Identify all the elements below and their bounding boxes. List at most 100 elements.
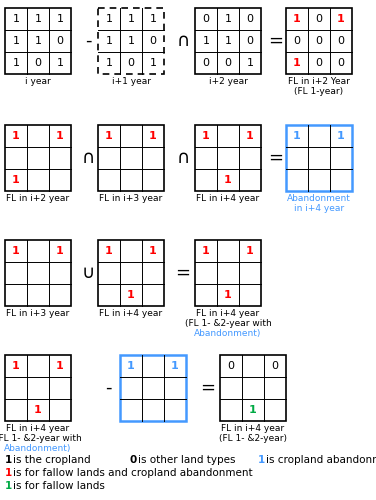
Text: Abandonment): Abandonment) xyxy=(194,329,262,338)
Text: FL in i+4 year: FL in i+4 year xyxy=(196,194,259,203)
Text: 1: 1 xyxy=(202,246,210,256)
Text: 0: 0 xyxy=(247,36,253,46)
Bar xyxy=(98,8,164,74)
Text: 0: 0 xyxy=(338,36,344,46)
Text: FL in i+4 year: FL in i+4 year xyxy=(196,309,259,318)
Text: 0: 0 xyxy=(127,58,135,68)
Text: FL in i+4 year: FL in i+4 year xyxy=(221,424,285,433)
Text: 1: 1 xyxy=(293,131,301,141)
Text: Abandonment: Abandonment xyxy=(287,194,351,203)
Text: =: = xyxy=(268,149,284,167)
Text: 1: 1 xyxy=(12,175,20,185)
Text: 0: 0 xyxy=(150,36,156,46)
Text: 1: 1 xyxy=(127,14,135,24)
Text: 1: 1 xyxy=(293,58,301,68)
Text: 1: 1 xyxy=(127,361,135,371)
Text: 1: 1 xyxy=(249,405,257,415)
Text: 1: 1 xyxy=(12,58,20,68)
Text: ∩: ∩ xyxy=(176,149,190,167)
Text: 1: 1 xyxy=(106,58,112,68)
Text: 1: 1 xyxy=(258,455,265,465)
Text: FL in i+4 year: FL in i+4 year xyxy=(6,424,70,433)
Bar xyxy=(5,125,71,191)
Text: 1: 1 xyxy=(150,14,156,24)
Text: i+2 year: i+2 year xyxy=(209,77,247,86)
Text: 1: 1 xyxy=(106,36,112,46)
Text: =: = xyxy=(200,379,215,397)
Text: is cropland abandonment: is cropland abandonment xyxy=(266,455,376,465)
Text: 1: 1 xyxy=(12,361,20,371)
Text: 1: 1 xyxy=(127,290,135,300)
Text: -: - xyxy=(105,379,111,397)
Text: 0: 0 xyxy=(315,14,323,24)
Text: i year: i year xyxy=(25,77,51,86)
Text: =: = xyxy=(268,32,284,50)
Text: Abandonment): Abandonment) xyxy=(4,444,72,453)
Text: 1: 1 xyxy=(202,131,210,141)
Text: 1: 1 xyxy=(293,14,301,24)
Text: 1: 1 xyxy=(224,14,232,24)
Text: 1: 1 xyxy=(5,481,12,491)
Text: 1: 1 xyxy=(56,246,64,256)
Text: 0: 0 xyxy=(315,36,323,46)
Bar xyxy=(98,125,164,191)
Text: 1: 1 xyxy=(105,246,113,256)
Text: (FL 1- &2-year): (FL 1- &2-year) xyxy=(219,434,287,443)
Text: FL in i+4 year: FL in i+4 year xyxy=(99,309,162,318)
Text: 1: 1 xyxy=(150,58,156,68)
Text: 0: 0 xyxy=(247,14,253,24)
Text: 1: 1 xyxy=(56,131,64,141)
Text: 0: 0 xyxy=(56,36,64,46)
Text: 1: 1 xyxy=(224,175,232,185)
Text: ∪: ∪ xyxy=(82,264,94,282)
Bar xyxy=(195,240,261,306)
Text: ∩: ∩ xyxy=(82,149,94,167)
Text: 1: 1 xyxy=(34,405,42,415)
Text: 1: 1 xyxy=(337,14,345,24)
Text: 1: 1 xyxy=(12,14,20,24)
Text: 1: 1 xyxy=(5,468,12,478)
Text: FL in i+2 Year: FL in i+2 Year xyxy=(288,77,350,86)
Text: -: - xyxy=(85,32,91,50)
Text: is the cropland: is the cropland xyxy=(13,455,91,465)
Text: 0: 0 xyxy=(203,14,209,24)
Text: 0: 0 xyxy=(203,58,209,68)
Text: (FL 1-year): (FL 1-year) xyxy=(294,87,344,96)
Text: 1: 1 xyxy=(56,361,64,371)
Bar xyxy=(5,8,71,74)
Text: i+1 year: i+1 year xyxy=(112,77,150,86)
Text: ∩: ∩ xyxy=(176,32,190,50)
Text: 1: 1 xyxy=(337,131,345,141)
Bar xyxy=(195,125,261,191)
Text: 1: 1 xyxy=(12,36,20,46)
Bar xyxy=(220,355,286,421)
Text: 1: 1 xyxy=(246,131,254,141)
Text: 1: 1 xyxy=(5,455,12,465)
Text: FL in i+2 year: FL in i+2 year xyxy=(6,194,70,203)
Text: is for fallow lands and cropland abandonment: is for fallow lands and cropland abandon… xyxy=(13,468,253,478)
Text: (FL 1- &2-year with: (FL 1- &2-year with xyxy=(0,434,81,443)
Text: 1: 1 xyxy=(12,131,20,141)
Text: FL in i+3 year: FL in i+3 year xyxy=(6,309,70,318)
Text: 1: 1 xyxy=(35,14,41,24)
Bar xyxy=(5,355,71,421)
Text: 1: 1 xyxy=(105,131,113,141)
Text: 1: 1 xyxy=(56,58,64,68)
Text: in i+4 year: in i+4 year xyxy=(294,204,344,213)
Text: 1: 1 xyxy=(56,14,64,24)
Text: is for fallow lands: is for fallow lands xyxy=(13,481,105,491)
Text: 1: 1 xyxy=(246,246,254,256)
Text: 1: 1 xyxy=(224,290,232,300)
Bar xyxy=(5,240,71,306)
Text: 1: 1 xyxy=(171,361,179,371)
Bar xyxy=(98,240,164,306)
Bar xyxy=(286,8,352,74)
Text: 1: 1 xyxy=(35,36,41,46)
Text: 0: 0 xyxy=(338,58,344,68)
Text: (FL 1- &2-year with: (FL 1- &2-year with xyxy=(185,319,271,328)
Text: 0: 0 xyxy=(294,36,300,46)
Text: 1: 1 xyxy=(203,36,209,46)
Bar xyxy=(120,355,186,421)
Text: 0: 0 xyxy=(130,455,137,465)
Text: 1: 1 xyxy=(149,131,157,141)
